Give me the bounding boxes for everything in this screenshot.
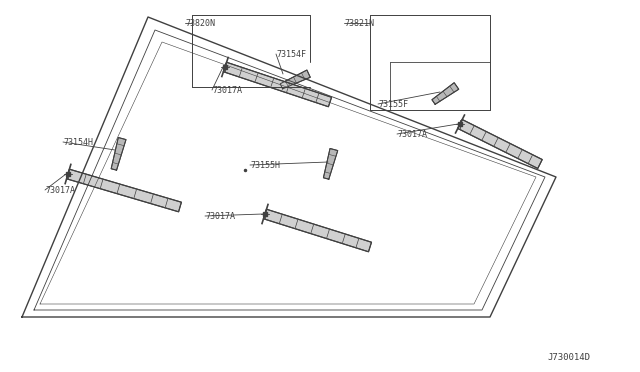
- Text: 73017A: 73017A: [205, 212, 235, 221]
- Text: J730014D: J730014D: [547, 353, 590, 362]
- Polygon shape: [67, 169, 181, 212]
- Polygon shape: [323, 148, 338, 179]
- Text: 73017A: 73017A: [45, 186, 75, 195]
- Polygon shape: [458, 119, 542, 169]
- Polygon shape: [223, 62, 332, 107]
- Text: 73017A: 73017A: [397, 129, 427, 138]
- Text: 73154F: 73154F: [276, 49, 306, 58]
- Polygon shape: [280, 70, 310, 89]
- Text: 73154H: 73154H: [63, 138, 93, 147]
- Polygon shape: [111, 138, 126, 170]
- Text: 73155F: 73155F: [378, 99, 408, 109]
- Text: 73017A: 73017A: [212, 86, 242, 94]
- Text: 73155H: 73155H: [250, 160, 280, 170]
- Text: 73821N: 73821N: [344, 19, 374, 28]
- Polygon shape: [432, 83, 459, 104]
- Text: 73820N: 73820N: [185, 19, 215, 28]
- Polygon shape: [264, 209, 371, 252]
